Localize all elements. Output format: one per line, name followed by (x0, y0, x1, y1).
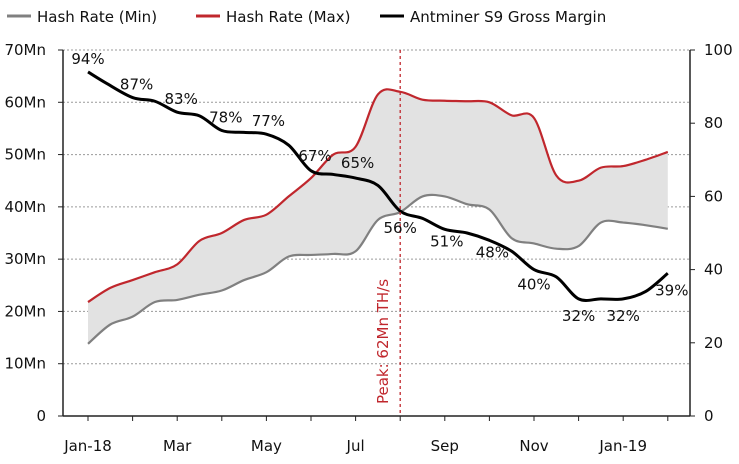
margin-label-0: 94% (71, 50, 104, 68)
band-fill (88, 89, 668, 344)
legend: Hash Rate (Min) Hash Rate (Max) Antminer S… (7, 8, 606, 26)
y-right-tick-label-3: 60 (704, 187, 723, 205)
peak-label: Peak: 62Mn TH/s (374, 279, 392, 404)
x-tick-label-2: May (251, 437, 282, 455)
margin-label-4: 77% (252, 112, 285, 130)
margin-label-1: 87% (120, 76, 153, 94)
series-lines (87, 70, 669, 345)
series-line-hash-rate-max (87, 88, 669, 303)
y-right-tick-label-2: 40 (704, 261, 723, 279)
series-line-hash-rate-min (87, 193, 668, 345)
margin-label-2: 83% (165, 90, 198, 108)
y-left-tick-label-5: 50Mn (4, 146, 46, 164)
margin-label-6: 65% (341, 154, 374, 172)
series-line-gross-margin (87, 70, 669, 302)
margin-label-5: 67% (298, 147, 331, 165)
margin-label-12: 32% (607, 307, 640, 325)
y-right-tick-label-5: 100 (704, 41, 733, 59)
legend-label-2: Antminer S9 Gross Margin (410, 8, 606, 26)
x-tick-label-1: Mar (163, 437, 192, 455)
y-right-tick-label-0: 0 (704, 407, 714, 425)
point-labels: 94% 87% 83% 78% 77% 67% 65% 56% 51% 48% 40% 32% 32% 3… (71, 50, 688, 325)
margin-label-8: 51% (430, 232, 463, 250)
x-tick-label-0: Jan-18 (63, 437, 112, 455)
y-left-tick-label-6: 60Mn (4, 93, 46, 111)
margin-label-7: 56% (384, 219, 417, 237)
x-tick-label-4: Sep (431, 437, 459, 455)
x-tick-label-6: Jan-19 (598, 437, 647, 455)
peak-annotation: Peak: 62Mn TH/s (374, 50, 401, 416)
y-left-tick-label-4: 40Mn (4, 198, 46, 216)
y-left-tick-label-2: 20Mn (4, 302, 46, 320)
axes: 0 10Mn 20Mn 30Mn 40Mn 50Mn 60Mn 70Mn 0 20 40 60 80 10… (4, 41, 732, 455)
y-left-tick-label-3: 30Mn (4, 250, 46, 268)
margin-label-10: 40% (517, 276, 550, 294)
legend-label-1: Hash Rate (Max) (226, 8, 350, 26)
y-left-tick-label-0: 0 (36, 407, 46, 425)
margin-label-13: 39% (655, 281, 688, 299)
margin-label-9: 48% (476, 243, 509, 261)
y-left-tick-label-1: 10Mn (4, 355, 46, 373)
margin-label-3: 78% (209, 109, 242, 127)
x-tick-label-3: Jul (346, 437, 365, 455)
x-tick-label-5: Nov (519, 437, 548, 455)
legend-label-0: Hash Rate (Min) (37, 8, 157, 26)
margin-label-11: 32% (562, 307, 595, 325)
hash-rate-band (88, 89, 668, 344)
y-left-tick-label-7: 70Mn (4, 41, 46, 59)
y-right-tick-label-4: 80 (704, 114, 723, 132)
y-right-tick-label-1: 20 (704, 334, 723, 352)
